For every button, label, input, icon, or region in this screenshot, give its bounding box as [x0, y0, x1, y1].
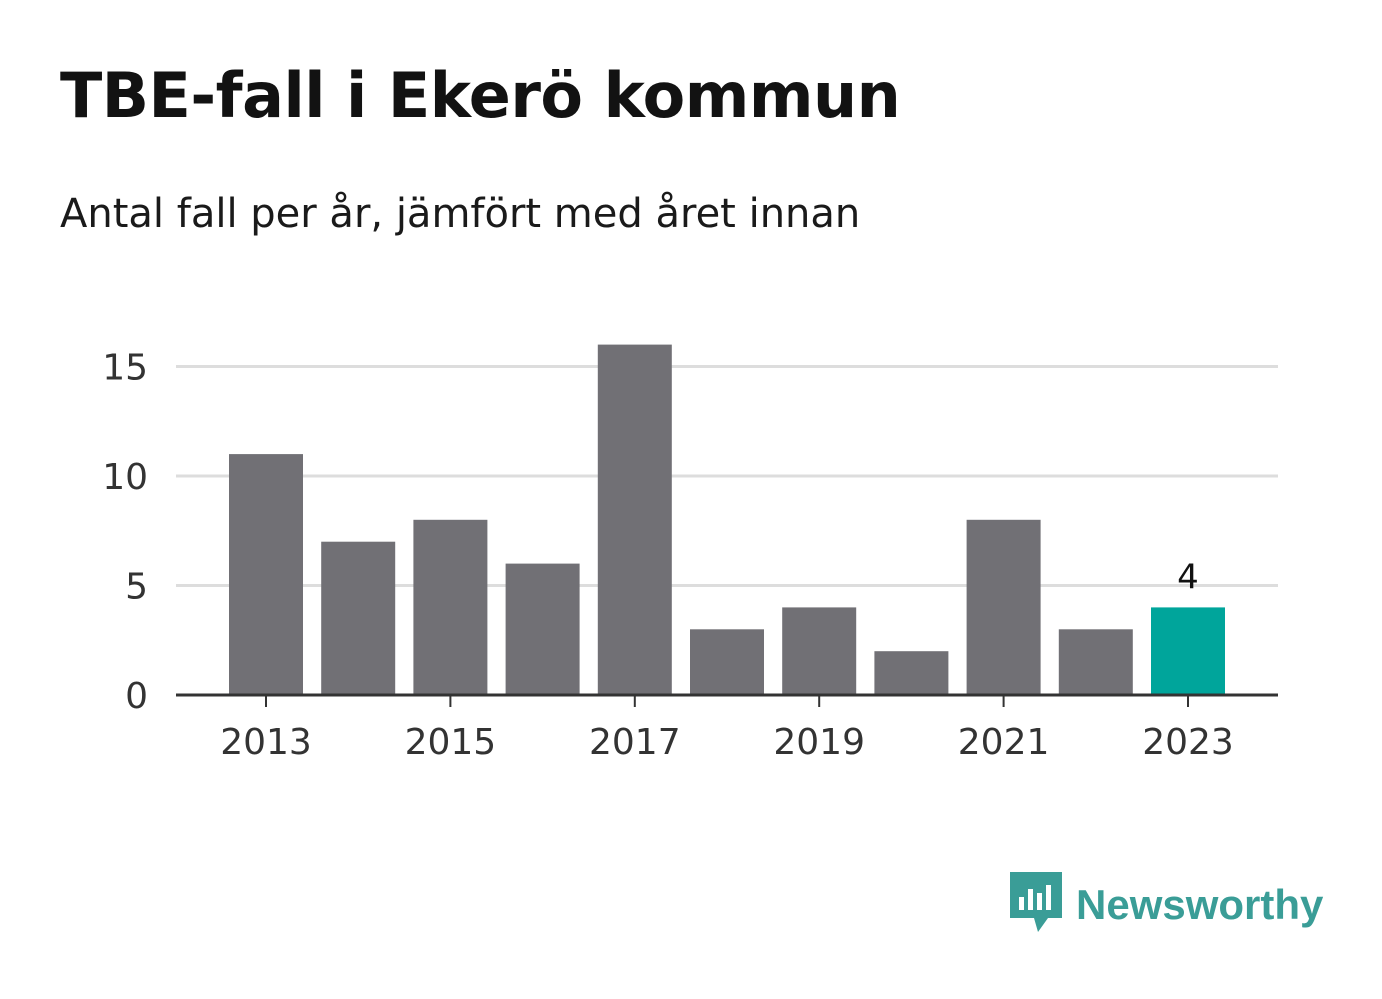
x-axis	[176, 693, 1278, 707]
x-tick-label: 2015	[405, 722, 497, 763]
bar-2023	[1151, 607, 1225, 695]
chart-subtitle: Antal fall per år, jämfört med året inna…	[60, 191, 861, 237]
x-tick-label: 2017	[589, 722, 681, 763]
y-tick-label: 5	[125, 567, 148, 608]
chart-title: TBE-fall i Ekerö kommun	[60, 59, 901, 132]
bar-2018	[690, 629, 764, 695]
bar-2014	[321, 541, 396, 695]
y-tick-label: 0	[125, 676, 148, 717]
bar-2022	[1058, 629, 1133, 695]
bar-2021	[966, 519, 1041, 695]
x-tick-label: 2021	[958, 722, 1050, 763]
x-axis-labels: 2013 2015 2017 2019 2021 2023	[220, 722, 1234, 763]
bar-2017	[597, 344, 672, 695]
x-tick-label: 2013	[220, 722, 312, 763]
y-axis-labels: 0 5 10 15	[102, 348, 148, 718]
y-tick-label: 10	[102, 457, 148, 498]
y-tick-label: 15	[102, 348, 148, 389]
bar-2013	[229, 454, 303, 695]
bar-2020	[874, 651, 949, 695]
bars	[229, 344, 1225, 695]
bar-2015	[413, 519, 488, 695]
bar-2016	[505, 563, 580, 695]
brand-name: Newsworthy	[1076, 881, 1324, 928]
bar-2019	[782, 607, 857, 695]
data-label-2023: 4	[1177, 557, 1199, 597]
x-tick-label: 2019	[773, 722, 865, 763]
newsworthy-logo-icon	[1010, 872, 1062, 932]
x-tick-label: 2023	[1142, 722, 1234, 763]
brand-logo: Newsworthy	[1010, 872, 1323, 938]
data-labels: 4	[1177, 557, 1199, 597]
